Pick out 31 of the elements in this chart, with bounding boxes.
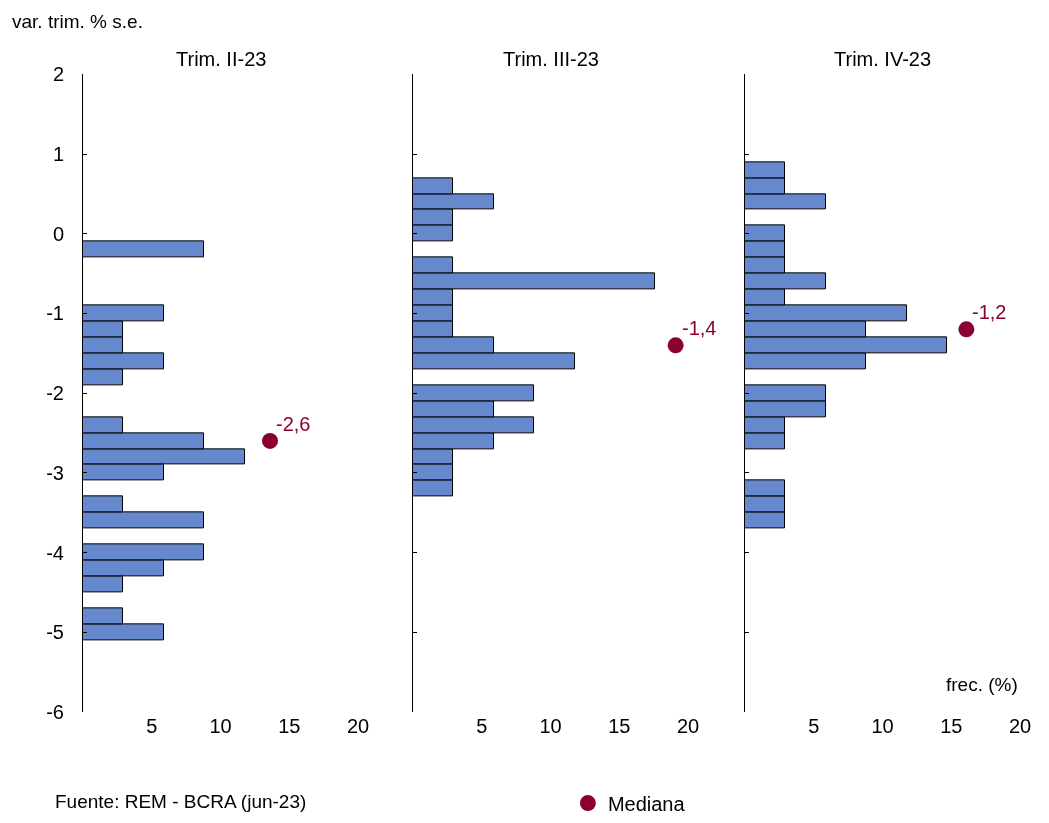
y-tick-label: 0 (52, 222, 64, 245)
x-tick-label: 10 (539, 714, 562, 737)
y-tick-label: -3 (46, 461, 64, 484)
y-tick-label: -5 (46, 621, 64, 644)
y-tick-label: -6 (46, 700, 64, 723)
x-tick-label: 15 (940, 714, 963, 737)
x-tick-label: 20 (1008, 714, 1032, 737)
x-axis-title: frec. (%) (946, 674, 1018, 695)
chart-title: Trim. IV-23 (834, 48, 932, 70)
x-tick-label: 5 (476, 714, 488, 737)
x-tick-label: 20 (676, 714, 700, 737)
y-tick-label: 2 (52, 63, 64, 86)
annotation: -2,6 (276, 413, 311, 435)
source-note: Fuente: REM - BCRA (jun-23) (55, 791, 307, 812)
y-tick-label: -4 (46, 541, 64, 564)
chart-title: Trim. II-23 (176, 48, 267, 70)
annotation: -1,2 (972, 301, 1007, 323)
x-tick-label: 10 (209, 714, 232, 737)
y-tick-label: -1 (46, 302, 64, 325)
chart-title: Trim. III-23 (503, 48, 599, 70)
annotation: -1,4 (682, 317, 717, 339)
y-tick-label: -2 (46, 382, 64, 405)
legend-label: Mediana (607, 792, 686, 815)
x-tick-label: 20 (346, 714, 370, 737)
x-tick-label: 10 (871, 714, 894, 737)
x-tick-label: 5 (146, 714, 158, 737)
x-tick-label: 15 (278, 714, 301, 737)
x-tick-label: 15 (608, 714, 631, 737)
y-axis-title: var. trim. % s.e. (12, 11, 143, 32)
x-tick-label: 5 (808, 714, 820, 737)
y-tick-label: 1 (52, 143, 64, 166)
